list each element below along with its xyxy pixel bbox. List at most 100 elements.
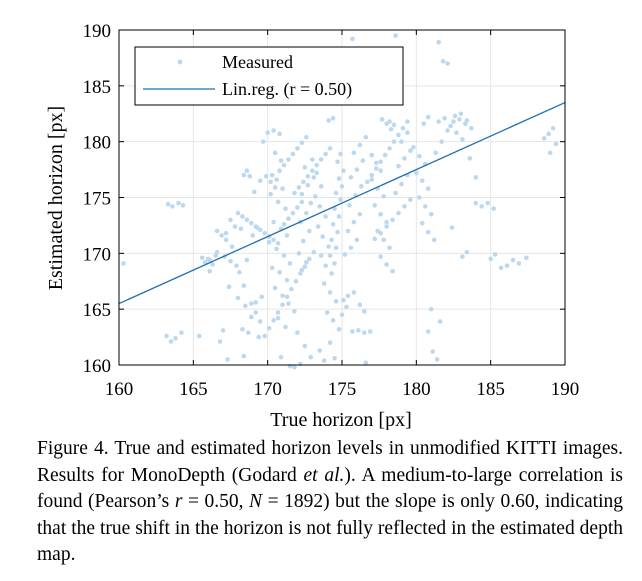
data-point [207,257,212,263]
data-point [369,152,375,158]
data-point [228,258,233,264]
data-point [329,271,334,276]
data-point [458,111,464,117]
data-point [321,281,327,286]
caption-part-3: = 0.50, [182,491,250,512]
y-tick-label: 170 [83,244,112,265]
data-point [180,203,186,208]
data-point [402,204,407,209]
data-point [302,165,308,170]
data-point [251,189,257,195]
data-point [249,314,254,320]
data-point [516,261,522,266]
data-point [237,270,242,275]
x-axis-label: True horizon [px] [270,409,411,430]
data-point [408,148,413,153]
data-point [326,118,331,123]
data-point [296,185,302,190]
data-point [249,220,254,226]
data-point [405,119,410,124]
data-point [272,285,278,291]
data-point [396,210,401,216]
data-point [275,199,281,205]
data-point [354,237,360,243]
data-point [214,228,220,234]
data-point [269,172,275,178]
data-point [369,177,375,182]
legend-measured-label: Measured [222,52,293,72]
legend-box [134,46,404,106]
data-point [241,172,247,178]
data-point [304,210,309,216]
data-point [308,354,314,360]
data-point [217,339,223,344]
data-point [286,301,291,306]
data-point [363,134,369,140]
data-point [434,357,440,362]
data-point [350,36,355,42]
data-point [318,184,324,189]
data-point [283,206,288,211]
data-point [391,122,397,128]
data-point [323,151,328,157]
data-point [299,191,305,197]
data-point [326,244,331,249]
data-point [305,173,311,179]
data-point [399,181,404,187]
data-point [338,151,343,157]
data-point [299,199,305,205]
y-tick-label: 190 [83,21,112,42]
data-point [275,315,281,321]
data-point [121,261,126,266]
data-point [433,150,438,156]
data-point [277,131,282,137]
y-tick-label: 180 [83,133,112,154]
data-point [464,118,470,123]
data-point [347,203,352,208]
data-point [317,348,323,353]
data-point [235,295,241,301]
data-point [553,141,559,147]
figure-caption: Figure 4. True and estimated horizon lev… [37,436,623,569]
data-point [271,128,276,133]
x-tick-label: 175 [328,379,357,400]
data-point [332,356,337,361]
data-point [257,319,263,324]
data-point [281,253,287,258]
data-point [357,211,363,217]
data-point [492,252,498,257]
data-point [259,294,265,300]
data-point [249,301,254,306]
data-point [311,249,317,255]
data-point [419,178,425,184]
data-point [390,268,395,274]
data-point [367,329,373,334]
data-point [436,39,441,45]
data-point [378,230,383,236]
data-point [302,343,308,349]
data-point [448,123,453,129]
caption-part-2: ). A medium-to-large correlation is foun… [37,464,623,513]
regression-line [118,101,566,305]
data-point [363,360,369,366]
data-point [373,166,379,171]
data-point [315,224,321,229]
data-point [164,333,169,339]
data-point [260,139,266,144]
data-point [321,358,327,363]
data-point [296,251,302,256]
data-point [339,312,345,318]
data-point [314,162,320,168]
data-point [213,253,218,258]
legend-linreg-label: Lin.reg. (r = 0.50) [222,79,352,100]
data-point [262,333,267,339]
data-point [309,168,315,173]
data-point [354,167,360,172]
data-point [257,227,263,233]
data-point [445,61,450,66]
data-point [351,219,357,225]
data-point [265,130,270,136]
data-point [292,364,297,370]
data-point [234,263,239,268]
data-point [550,125,556,131]
